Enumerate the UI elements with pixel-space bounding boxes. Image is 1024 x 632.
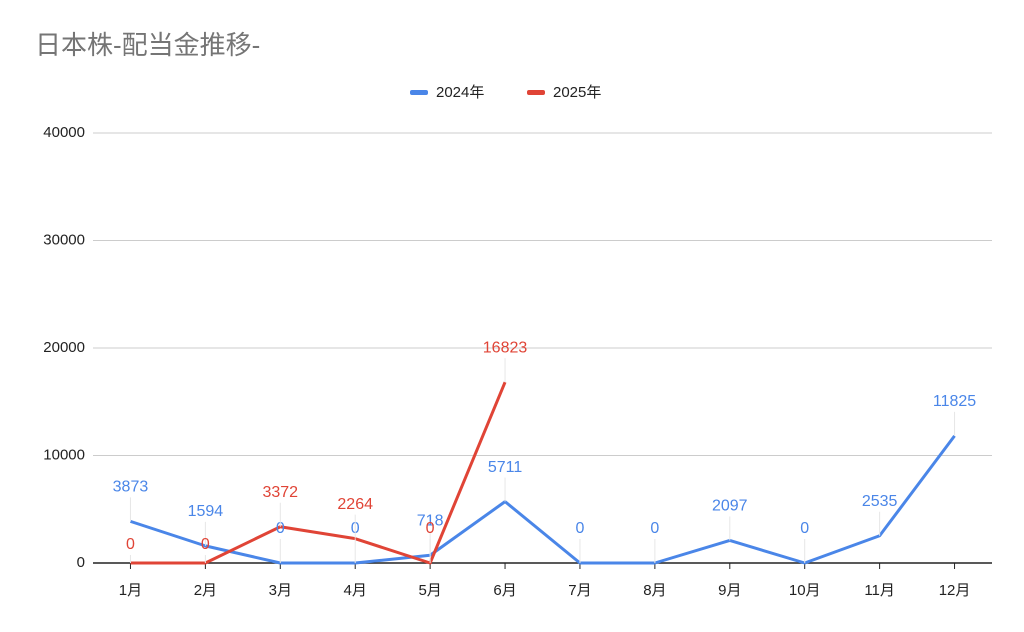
- legend-swatch: [527, 90, 545, 95]
- data-label: 0: [576, 520, 585, 537]
- data-label: 5711: [488, 459, 523, 476]
- series-line: [129, 434, 956, 565]
- x-tick-label: 4月: [344, 582, 367, 599]
- x-tick-label: 5月: [418, 582, 441, 599]
- y-tick-label: 10000: [43, 446, 85, 463]
- x-tick-label: 8月: [643, 582, 666, 599]
- data-label: 1594: [188, 503, 224, 520]
- data-label: 0: [800, 520, 809, 537]
- y-tick-label: 20000: [43, 339, 85, 356]
- data-label: 2535: [862, 493, 898, 510]
- x-tick-label: 9月: [718, 582, 741, 599]
- legend-label: 2025年: [553, 84, 601, 101]
- data-label: 718: [417, 513, 444, 530]
- data-label: 0: [426, 520, 435, 537]
- data-label: 3372: [262, 484, 298, 501]
- data-label: 16823: [483, 339, 528, 356]
- x-tick-label: 12月: [939, 582, 971, 599]
- x-tick-label: 1月: [119, 582, 142, 599]
- series-line: [130, 381, 507, 565]
- x-tick-label: 3月: [269, 582, 292, 599]
- data-label: 0: [126, 536, 135, 553]
- x-tick-label: 11月: [864, 582, 895, 599]
- legend-swatch: [410, 90, 428, 95]
- x-tick-label: 10月: [789, 582, 821, 599]
- data-label: 3873: [113, 479, 149, 496]
- data-label: 0: [650, 520, 659, 537]
- x-tick-label: 6月: [493, 582, 516, 599]
- x-tick-label: 7月: [568, 582, 591, 599]
- chart-title: 日本株-配当金推移-: [35, 30, 260, 60]
- y-tick-label: 0: [77, 554, 85, 571]
- legend-label: 2024年: [436, 84, 484, 101]
- y-tick-label: 40000: [43, 124, 85, 141]
- data-label: 2097: [712, 498, 748, 515]
- data-label: 0: [276, 520, 285, 537]
- y-tick-label: 30000: [43, 231, 85, 248]
- data-label: 11825: [933, 393, 976, 410]
- data-label: 2264: [337, 496, 373, 513]
- data-label: 0: [201, 536, 210, 553]
- x-tick-label: 2月: [194, 582, 217, 599]
